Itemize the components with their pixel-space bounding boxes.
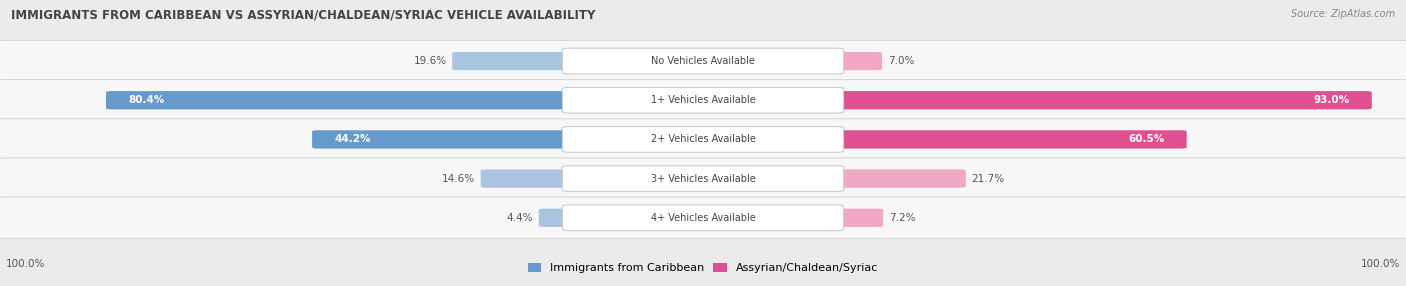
Text: No Vehicles Available: No Vehicles Available bbox=[651, 56, 755, 66]
Text: 100.0%: 100.0% bbox=[1361, 259, 1400, 269]
Text: 7.2%: 7.2% bbox=[889, 213, 915, 223]
Text: 80.4%: 80.4% bbox=[128, 95, 165, 105]
FancyBboxPatch shape bbox=[831, 91, 1372, 110]
FancyBboxPatch shape bbox=[481, 169, 575, 188]
FancyBboxPatch shape bbox=[312, 130, 575, 149]
FancyBboxPatch shape bbox=[562, 205, 844, 231]
FancyBboxPatch shape bbox=[831, 130, 1187, 149]
FancyBboxPatch shape bbox=[105, 91, 575, 110]
Text: 44.2%: 44.2% bbox=[335, 134, 371, 144]
Text: 4+ Vehicles Available: 4+ Vehicles Available bbox=[651, 213, 755, 223]
FancyBboxPatch shape bbox=[0, 197, 1406, 239]
Text: 2+ Vehicles Available: 2+ Vehicles Available bbox=[651, 134, 755, 144]
FancyBboxPatch shape bbox=[562, 88, 844, 113]
Text: 21.7%: 21.7% bbox=[972, 174, 1004, 184]
FancyBboxPatch shape bbox=[562, 127, 844, 152]
Text: 4.4%: 4.4% bbox=[506, 213, 533, 223]
FancyBboxPatch shape bbox=[0, 119, 1406, 160]
Text: Source: ZipAtlas.com: Source: ZipAtlas.com bbox=[1291, 9, 1395, 19]
Text: 14.6%: 14.6% bbox=[441, 174, 475, 184]
FancyBboxPatch shape bbox=[0, 158, 1406, 199]
FancyBboxPatch shape bbox=[0, 40, 1406, 82]
FancyBboxPatch shape bbox=[831, 169, 966, 188]
Text: 60.5%: 60.5% bbox=[1128, 134, 1164, 144]
FancyBboxPatch shape bbox=[831, 52, 882, 70]
Text: IMMIGRANTS FROM CARIBBEAN VS ASSYRIAN/CHALDEAN/SYRIAC VEHICLE AVAILABILITY: IMMIGRANTS FROM CARIBBEAN VS ASSYRIAN/CH… bbox=[11, 9, 596, 21]
FancyBboxPatch shape bbox=[562, 48, 844, 74]
FancyBboxPatch shape bbox=[0, 80, 1406, 121]
Text: 93.0%: 93.0% bbox=[1313, 95, 1350, 105]
Text: 7.0%: 7.0% bbox=[887, 56, 914, 66]
FancyBboxPatch shape bbox=[831, 208, 883, 227]
Text: 19.6%: 19.6% bbox=[413, 56, 447, 66]
FancyBboxPatch shape bbox=[453, 52, 575, 70]
Text: 3+ Vehicles Available: 3+ Vehicles Available bbox=[651, 174, 755, 184]
FancyBboxPatch shape bbox=[538, 208, 575, 227]
FancyBboxPatch shape bbox=[562, 166, 844, 192]
Legend: Immigrants from Caribbean, Assyrian/Chaldean/Syriac: Immigrants from Caribbean, Assyrian/Chal… bbox=[523, 258, 883, 278]
Text: 1+ Vehicles Available: 1+ Vehicles Available bbox=[651, 95, 755, 105]
Text: 100.0%: 100.0% bbox=[6, 259, 45, 269]
